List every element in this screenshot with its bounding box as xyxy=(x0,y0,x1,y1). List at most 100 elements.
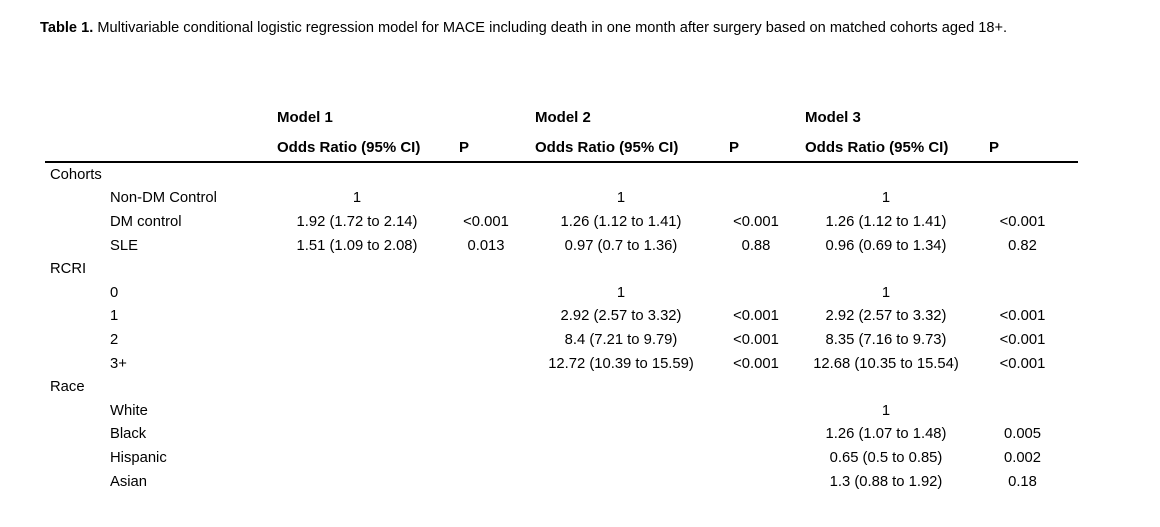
p-cell-m3: 0.005 xyxy=(1003,426,1042,443)
empty-corner-cell xyxy=(45,100,277,134)
p-cell-m1 xyxy=(437,423,535,447)
or-cell-m1: 1.92 (1.72 to 2.14) xyxy=(296,213,418,230)
model-1-or-header: Odds Ratio (95% CI) xyxy=(277,134,437,163)
p-cell-m3: <0.001 xyxy=(999,331,1046,348)
row-label: 3+ xyxy=(110,355,127,372)
p-cell-m3: 0.82 xyxy=(1008,237,1037,254)
p-cell-m2: <0.001 xyxy=(733,331,779,348)
p-cell-m2: <0.001 xyxy=(733,355,779,372)
or-cell-m3: 12.68 (10.35 to 15.54) xyxy=(813,355,959,372)
or-cell-m3: 2.92 (2.57 to 3.32) xyxy=(825,308,947,325)
column-header-row: Odds Ratio (95% CI) P Odds Ratio (95% CI… xyxy=(45,134,1078,163)
or-cell-m3: 1 xyxy=(881,402,891,419)
p-cell-m2: <0.001 xyxy=(733,213,779,230)
p-cell-m1 xyxy=(437,446,535,470)
or-cell-m3: 1.26 (1.12 to 1.41) xyxy=(825,213,947,230)
or-cell-m1 xyxy=(277,352,437,376)
or-cell-m2: 1 xyxy=(616,190,626,207)
row-label: DM control xyxy=(110,213,182,230)
p-cell-m2 xyxy=(707,399,805,423)
model-3-or-header: Odds Ratio (95% CI) xyxy=(805,134,967,163)
p-cell-m1: <0.001 xyxy=(463,213,509,230)
table-row: Hispanic 0.65 (0.5 to 0.85) 0.002 xyxy=(45,446,1078,470)
table-row: SLE 1.51 (1.09 to 2.08) 0.013 0.97 (0.7 … xyxy=(45,234,1078,258)
empty-corner-cell xyxy=(45,134,277,163)
model-1-p-header: P xyxy=(437,134,535,163)
or-cell-m2 xyxy=(535,446,707,470)
model-header-row: Model 1 Model 2 Model 3 xyxy=(45,100,1078,134)
or-cell-m1 xyxy=(277,281,437,305)
or-cell-m3: 1.26 (1.07 to 1.48) xyxy=(825,426,947,443)
or-cell-m2 xyxy=(535,399,707,423)
p-cell-m2: 0.88 xyxy=(741,237,771,254)
p-cell-m3 xyxy=(967,281,1078,305)
or-cell-m2: 0.97 (0.7 to 1.36) xyxy=(564,237,678,254)
or-cell-m2: 2.92 (2.57 to 3.32) xyxy=(560,308,682,325)
section-label-cohorts: Cohorts xyxy=(50,166,102,183)
p-cell-m1 xyxy=(437,399,535,423)
model-3-header: Model 3 xyxy=(805,108,861,126)
table-row: White 1 xyxy=(45,399,1078,423)
or-cell-m1: 1.51 (1.09 to 2.08) xyxy=(296,237,418,254)
p-cell-m3 xyxy=(967,399,1078,423)
table-row: Non-DM Control 1 1 1 xyxy=(45,187,1078,211)
row-label: Hispanic xyxy=(110,449,167,466)
row-label: 1 xyxy=(110,308,119,325)
row-label: 0 xyxy=(110,284,119,301)
table-row: DM control 1.92 (1.72 to 2.14) <0.001 1.… xyxy=(45,210,1078,234)
section-label-race: Race xyxy=(50,379,85,396)
or-cell-m2 xyxy=(535,470,707,494)
p-cell-m2: <0.001 xyxy=(733,308,779,325)
row-label: Non-DM Control xyxy=(110,190,217,207)
p-cell-m3: <0.001 xyxy=(999,308,1046,325)
or-cell-m3: 0.65 (0.5 to 0.85) xyxy=(829,449,943,466)
row-label: Asian xyxy=(110,473,148,490)
p-cell-m3: <0.001 xyxy=(999,355,1046,372)
model-1-header: Model 1 xyxy=(277,108,333,126)
p-cell-m1 xyxy=(437,470,535,494)
row-label: White xyxy=(110,402,148,419)
or-cell-m1 xyxy=(277,470,437,494)
table-row: 0 1 1 xyxy=(45,281,1078,305)
or-cell-m2: 1 xyxy=(616,284,626,301)
table-row: 2 8.4 (7.21 to 9.79) <0.001 8.35 (7.16 t… xyxy=(45,328,1078,352)
section-header-row: RCRI xyxy=(45,257,1078,281)
or-cell-m1: 1 xyxy=(352,190,362,207)
table-caption-label: Table 1. xyxy=(40,20,94,36)
table-row: 3+ 12.72 (10.39 to 15.59) <0.001 12.68 (… xyxy=(45,352,1078,376)
or-cell-m2: 8.4 (7.21 to 9.79) xyxy=(564,331,678,348)
p-cell-m1 xyxy=(437,328,535,352)
or-cell-m1 xyxy=(277,399,437,423)
or-cell-m3: 8.35 (7.16 to 9.73) xyxy=(825,331,947,348)
p-cell-m1 xyxy=(437,187,535,211)
row-label: SLE xyxy=(110,237,138,254)
table-row: Asian 1.3 (0.88 to 1.92) 0.18 xyxy=(45,470,1078,494)
p-cell-m2 xyxy=(707,423,805,447)
or-cell-m2: 1.26 (1.12 to 1.41) xyxy=(560,213,682,230)
table-row: Black 1.26 (1.07 to 1.48) 0.005 xyxy=(45,423,1078,447)
or-cell-m3: 0.96 (0.69 to 1.34) xyxy=(825,237,947,254)
table-caption: Table 1. Multivariable conditional logis… xyxy=(40,17,1070,40)
model-2-header: Model 2 xyxy=(535,108,591,126)
or-cell-m1 xyxy=(277,305,437,329)
model-2-p-header: P xyxy=(707,134,805,163)
p-cell-m3: <0.001 xyxy=(999,213,1046,230)
p-cell-m1: 0.013 xyxy=(467,237,505,254)
regression-table: Model 1 Model 2 Model 3 Odds Ratio (95% … xyxy=(45,100,1078,493)
or-cell-m3: 1.3 (0.88 to 1.92) xyxy=(829,473,943,490)
or-cell-m2: 12.72 (10.39 to 15.59) xyxy=(548,355,694,372)
section-header-row: Race xyxy=(45,375,1078,399)
row-label: Black xyxy=(110,426,147,443)
p-cell-m3 xyxy=(967,187,1078,211)
p-cell-m2 xyxy=(707,470,805,494)
p-cell-m3: 0.18 xyxy=(1008,473,1037,490)
or-cell-m3: 1 xyxy=(881,190,891,207)
or-cell-m1 xyxy=(277,328,437,352)
model-3-p-header: P xyxy=(967,134,1078,163)
row-label: 2 xyxy=(110,331,119,348)
model-2-or-header: Odds Ratio (95% CI) xyxy=(535,134,707,163)
p-cell-m2 xyxy=(707,281,805,305)
or-cell-m1 xyxy=(277,423,437,447)
table-caption-text: Multivariable conditional logistic regre… xyxy=(97,20,1008,36)
or-cell-m2 xyxy=(535,423,707,447)
